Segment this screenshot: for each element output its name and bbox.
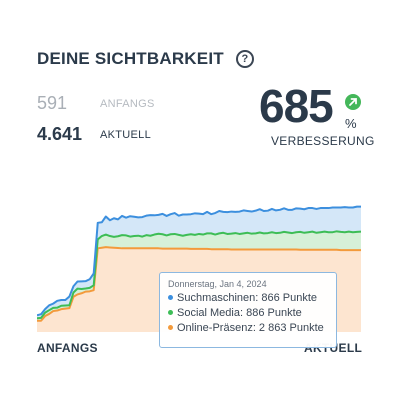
search-series-dot — [168, 294, 173, 300]
improvement-unit: % — [345, 116, 357, 131]
line-online-pr-senz — [37, 246, 361, 322]
improvement-label: VERBESSERUNG — [271, 134, 375, 148]
tooltip-search-text: Suchmaschinen: 866 Punkte — [177, 292, 318, 304]
title-row: DEINE SICHTBARKEIT ? — [37, 49, 254, 69]
tooltip-social-text: Social Media: 886 Punkte — [177, 307, 302, 319]
area-suchmaschinen — [37, 206, 361, 319]
current-label: AKTUELL — [100, 129, 152, 141]
tooltip-date: Donnerstag, Jan 4, 2024 — [168, 279, 267, 289]
current-stat: 4.641 AKTUELL — [37, 124, 151, 145]
line-social-media — [37, 230, 361, 320]
chart-tooltip: Donnerstag, Jan 4, 2024 Suchmaschinen: 8… — [159, 272, 337, 348]
social-series-dot — [168, 309, 173, 315]
current-value: 4.641 — [37, 124, 83, 144]
start-stat: 591 ANFANGS — [37, 93, 154, 114]
help-icon[interactable]: ? — [235, 50, 254, 68]
start-value: 591 — [37, 93, 68, 113]
tooltip-online-text: Online-Präsenz: 2 863 Punkte — [177, 322, 324, 334]
page-title: DEINE SICHTBARKEIT — [37, 49, 224, 68]
tooltip-row-online: Online-Präsenz: 2 863 Punkte — [168, 321, 328, 336]
start-label: ANFANGS — [100, 98, 155, 110]
line-suchmaschinen — [37, 205, 361, 317]
improvement-value: 685 — [259, 80, 334, 132]
online-series-dot — [168, 324, 173, 330]
area-social-media — [37, 231, 361, 321]
arrow-up-right-icon — [345, 94, 361, 110]
tooltip-row-social: Social Media: 886 Punkte — [168, 306, 328, 321]
tooltip-row-search: Suchmaschinen: 866 Punkte — [168, 291, 328, 306]
x-axis-start-label: ANFANGS — [37, 341, 98, 355]
